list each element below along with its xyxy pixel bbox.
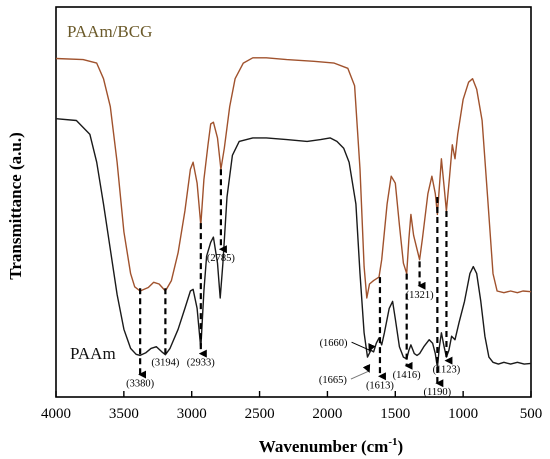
peak-side-arrow bbox=[350, 363, 371, 380]
x-tick-label: 1500 bbox=[380, 406, 410, 422]
peak-label: (3380) bbox=[126, 379, 154, 390]
peak-label: (1123) bbox=[433, 365, 461, 376]
x-tick-label: 3000 bbox=[177, 406, 207, 422]
x-axis-title-sup: -1 bbox=[388, 436, 397, 448]
series-line-paam-bcg bbox=[55, 57, 532, 299]
x-tick-label: 500 bbox=[520, 406, 543, 422]
series-line-paam bbox=[55, 118, 532, 369]
x-axis-ticks: 4000 3500 3000 2500 2000 1500 1000 500 bbox=[41, 391, 542, 422]
x-tick-label: 2000 bbox=[312, 406, 342, 422]
x-axis-title-text: Wavenumber (cm bbox=[259, 437, 389, 456]
x-tick-label: 1000 bbox=[448, 406, 478, 422]
y-axis-title: Transmittance (a.u.) bbox=[6, 132, 25, 279]
x-tick-label: 2500 bbox=[245, 406, 275, 422]
peak-label-side: (1660) bbox=[320, 338, 348, 349]
peak-label: (3194) bbox=[151, 358, 179, 369]
peak-label-side: (1665) bbox=[319, 375, 347, 386]
plot-border bbox=[55, 6, 532, 398]
peak-label: (2785) bbox=[207, 253, 235, 264]
plot-frame bbox=[55, 6, 532, 398]
peak-label: (2933) bbox=[187, 358, 215, 369]
peak-label: (1613) bbox=[366, 380, 394, 391]
series-label-paam: PAAm bbox=[70, 344, 116, 363]
peak-label: (1416) bbox=[393, 370, 421, 381]
series-lines bbox=[55, 57, 532, 369]
series-labels: PAAm/BCG PAAm bbox=[67, 22, 152, 363]
series-label-paam-bcg: PAAm/BCG bbox=[67, 22, 152, 41]
x-axis-title-tail: ) bbox=[398, 437, 404, 456]
peak-markers: (3380) (3194) (2933) (2785) (1613)(1416) (132… bbox=[126, 169, 461, 398]
x-tick-label: 3500 bbox=[109, 406, 139, 422]
peak-side-arrow bbox=[351, 341, 376, 352]
x-tick-label: 4000 bbox=[41, 406, 71, 422]
peak-label: (1321) bbox=[406, 290, 434, 301]
x-axis-title: Wavenumber (cm-1) bbox=[259, 436, 403, 456]
peak-label: (1190) bbox=[424, 387, 452, 398]
